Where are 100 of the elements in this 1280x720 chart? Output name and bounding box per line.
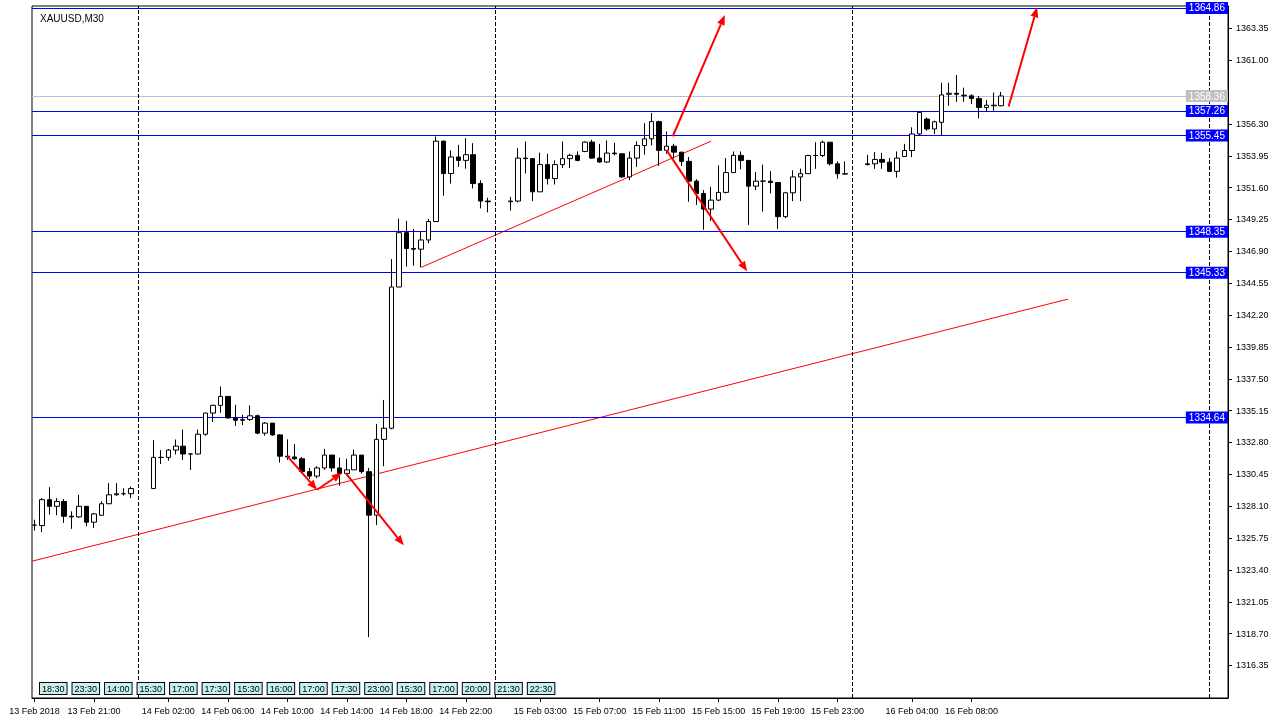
candlestick	[433, 136, 439, 223]
text: XAUUSD,M30	[40, 12, 105, 24]
candlestick	[195, 429, 201, 455]
candlestick	[389, 258, 394, 430]
x-tick-label: 16 Feb 04:00	[885, 705, 939, 716]
candlestick	[485, 197, 491, 213]
y-tick-label: 1328.10	[1236, 501, 1269, 512]
y-tick-label: 1363.35	[1236, 23, 1269, 34]
candlestick	[299, 456, 305, 475]
candlestick	[508, 196, 513, 212]
candlestick	[530, 157, 535, 202]
ref-line-label: 1348.35	[1188, 226, 1226, 238]
x-tick-label: 15 Feb 11:00	[632, 705, 686, 716]
candlestick	[738, 150, 744, 170]
ref-line-label: 1364.86	[1188, 2, 1226, 14]
annotation: 17:00	[432, 683, 455, 694]
candlestick	[314, 465, 320, 479]
candlestick	[262, 421, 268, 437]
x-tick-label: 13 Feb 2018	[9, 705, 60, 716]
candlestick	[865, 154, 870, 166]
candlestick	[716, 164, 721, 202]
candlestick	[887, 157, 892, 173]
y-tick-label: 1323.40	[1236, 564, 1269, 575]
y-tick-label: 1342.20	[1236, 310, 1269, 321]
candlestick	[158, 449, 164, 465]
y-tick-label: 1321.05	[1236, 596, 1269, 607]
candlestick	[664, 131, 669, 155]
candlestick	[924, 116, 930, 132]
candlestick	[76, 494, 82, 519]
candlestick	[411, 228, 416, 267]
candlestick	[545, 153, 550, 186]
x-tick-label: 14 Feb 18:00	[379, 705, 433, 716]
candlestick	[448, 149, 454, 185]
y-tick-label: 1337.50	[1236, 373, 1269, 384]
candlestick	[694, 178, 699, 206]
ref-line-label: 1358.36	[1188, 90, 1226, 102]
candlestick	[292, 443, 297, 461]
candlestick	[255, 414, 260, 435]
candlestick	[560, 140, 565, 169]
candlestick	[909, 126, 915, 158]
ref-line-label: 1357.26	[1188, 105, 1226, 117]
candlestick	[835, 160, 840, 180]
candlestick	[656, 120, 662, 167]
x-tick-label: 14 Feb 10:00	[260, 705, 314, 716]
candlestick	[91, 512, 97, 529]
candlestick	[619, 153, 625, 179]
annotation: 17:00	[172, 683, 195, 694]
candlestick	[114, 482, 119, 497]
candlestick	[842, 160, 848, 176]
candlestick	[954, 74, 959, 103]
annotation: 14:00	[107, 683, 130, 694]
candlestick	[329, 454, 335, 473]
candlestick	[731, 150, 736, 174]
candlestick	[277, 433, 283, 464]
candlestick	[106, 482, 112, 505]
candlestick	[984, 99, 989, 113]
y-tick-label: 1349.25	[1236, 214, 1269, 225]
candlestick	[575, 150, 580, 162]
candlestick	[783, 191, 788, 219]
candlestick	[47, 486, 52, 516]
candlestick	[337, 457, 342, 487]
candlestick	[708, 186, 714, 222]
ref-line-label: 1345.33	[1188, 267, 1226, 279]
y-tick-label: 1344.55	[1236, 278, 1269, 289]
candlestick	[827, 141, 833, 166]
candlestick	[225, 395, 231, 420]
candlestick	[932, 120, 937, 135]
candlestick	[166, 448, 171, 462]
annotation: 15:30	[399, 683, 423, 694]
candlestick	[612, 142, 617, 156]
candlestick	[322, 448, 327, 471]
x-tick-label: 14 Feb 14:00	[320, 705, 374, 716]
candlestick	[233, 404, 238, 427]
annotation: 17:30	[204, 683, 228, 694]
candlestick	[604, 139, 610, 164]
candlestick	[359, 454, 364, 475]
candlestick	[396, 218, 402, 288]
annotation: 20:00	[464, 683, 488, 694]
y-tick-label: 1351.60	[1236, 182, 1269, 193]
ref-line-label: 1355.45	[1188, 129, 1226, 141]
x-tick-label: 15 Feb 03:00	[513, 705, 567, 716]
y-tick-label: 1353.95	[1236, 150, 1269, 161]
candlestick	[820, 140, 825, 158]
x-tick-label: 15 Feb 15:00	[692, 705, 746, 716]
candlestick	[768, 170, 773, 194]
candlestick	[894, 150, 900, 179]
x-tick-label: 15 Feb 19:00	[751, 705, 805, 716]
candlestick	[760, 164, 766, 213]
x-tick-label: 16 Feb 08:00	[944, 705, 998, 716]
candlestick	[567, 153, 573, 169]
y-tick-label: 1356.30	[1236, 118, 1269, 129]
candlestick	[961, 87, 967, 103]
candlestick	[634, 140, 640, 168]
candlestick	[627, 150, 632, 181]
candlestick	[188, 452, 193, 471]
candlestick	[686, 156, 692, 203]
annotation: 17:00	[302, 683, 325, 694]
candlestick	[99, 500, 104, 516]
y-tick-label: 1335.15	[1236, 405, 1269, 416]
candlestick	[969, 93, 974, 105]
